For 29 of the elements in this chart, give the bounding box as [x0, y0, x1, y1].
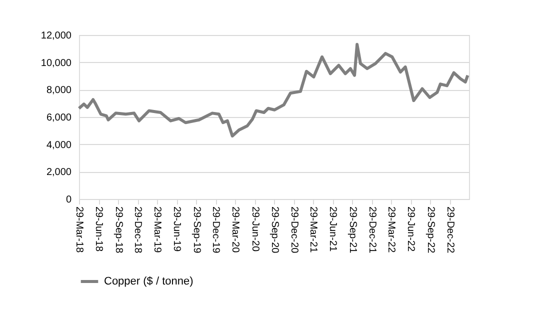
x-tick-label: 29-Dec-22	[444, 206, 456, 254]
y-tick-label: 10,000	[40, 58, 72, 69]
x-tick-label: 29-Mar-20	[230, 206, 241, 254]
y-tick-label: 0	[66, 194, 72, 206]
line-series	[78, 42, 470, 138]
x-tick-label: 29-Sep-22	[424, 206, 436, 254]
x-tick-label: 29-Mar-21	[308, 206, 319, 254]
x-tick-label: 29-Sep-19	[190, 206, 202, 254]
x-tick-label: 29-Mar-18	[74, 206, 84, 254]
y-tick-label: 12,000	[40, 30, 72, 42]
x-tick-label: 29-Sep-21	[346, 206, 358, 254]
x-tick-label: 29-Dec-20	[288, 206, 300, 254]
x-tick-label: 29-Jun-20	[249, 206, 260, 252]
x-tick-label: 29-Jun-21	[327, 206, 338, 252]
x-tick-label: 29-Mar-19	[151, 206, 162, 254]
x-tick-label: 29-Mar-22	[386, 206, 397, 254]
y-tick-label: 4,000	[46, 140, 72, 151]
x-tick-label: 29-Dec-19	[210, 206, 222, 254]
x-tick-label: 29-Jun-18	[93, 206, 104, 252]
y-tick-label: 2,000	[46, 167, 72, 178]
legend-label: Copper ($ / tonne)	[104, 276, 194, 288]
x-tick-label: 29-Sep-18	[112, 206, 124, 254]
x-tick-label: 29-Jun-22	[405, 206, 416, 252]
x-tick-label: 29-Jun-19	[171, 206, 182, 252]
y-tick-label: 8,000	[46, 85, 72, 96]
y-tick-label: 6,000	[46, 112, 72, 124]
x-tick-label: 29-Dec-18	[132, 206, 144, 254]
x-tick-label: 29-Sep-20	[268, 206, 280, 254]
x-tick-label: 29-Dec-21	[366, 206, 378, 254]
